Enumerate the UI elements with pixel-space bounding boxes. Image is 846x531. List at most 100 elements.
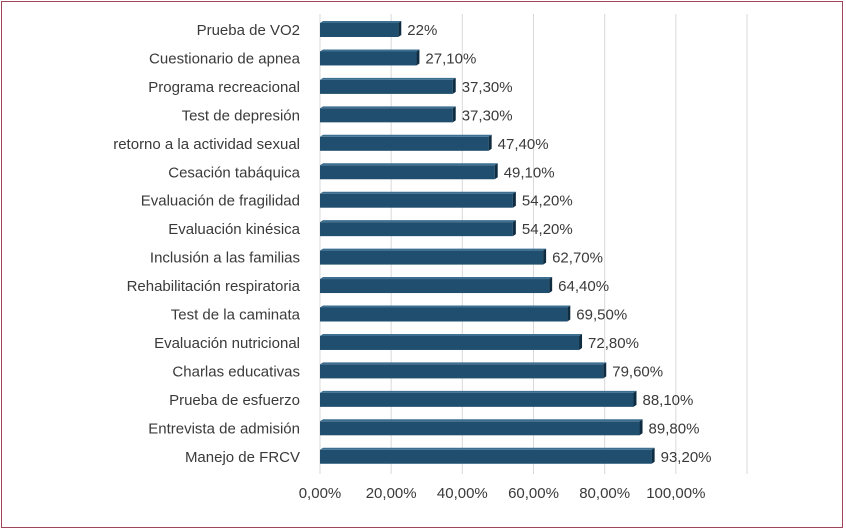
category-label: Prueba de esfuerzo [169,392,300,409]
value-label: 37,30% [462,107,513,124]
bar-face [320,165,495,180]
bar-face [320,108,453,123]
value-label: 79,60% [612,363,663,380]
bar-face [320,79,453,94]
bar-face [320,335,580,350]
x-axis-ticks: 0,00% 20,00% 40,00% 60,00% 80,00% 100,00% [299,485,706,502]
bar [320,419,643,436]
bar [320,362,607,379]
bar [320,191,516,208]
bar-face [320,193,513,208]
x-tick-label: 100,00% [646,485,705,502]
value-label: 89,80% [649,420,700,437]
bar [320,163,498,180]
category-label: Cesación tabáquica [168,164,300,181]
bar [320,106,456,123]
bar-top [320,220,516,223]
bar-face [320,250,544,265]
bar-top [320,362,607,365]
category-label: Programa recreacional [148,79,300,96]
bar-top [320,248,547,251]
bar-side [579,333,583,350]
value-label: 54,20% [522,193,573,210]
bar-top [320,390,637,393]
bar-side [512,220,516,237]
bar-side [416,49,420,66]
value-labels: 22% 27,10% 37,30% 37,30% 47,40% 49,10% 54,20% 5… [407,22,711,466]
bar [320,390,637,407]
bar [320,277,553,294]
bar-top [320,21,402,23]
bar-top [320,333,583,336]
category-label: Evaluación kinésica [168,221,300,238]
bar-top [320,277,553,280]
category-label: Cuestionario de apnea [149,50,301,67]
bar-side [452,77,456,94]
bar-face [320,51,417,66]
x-tick-label: 40,00% [437,485,488,502]
bar-side [494,163,498,180]
bar-side [452,106,456,123]
bar-top [320,134,492,137]
value-label: 27,10% [425,50,476,67]
bar-face [320,279,550,294]
bars [320,21,655,464]
value-label: 37,30% [462,79,513,96]
bar-face [320,392,634,407]
bar-side [398,21,402,37]
x-tick-label: 60,00% [508,485,559,502]
bar-top [320,419,643,422]
category-label: Entrevista de admisión [148,420,300,437]
bar-top [320,191,516,194]
bar-side [603,362,607,379]
x-tick-label: 80,00% [579,485,630,502]
bar-face [320,222,513,237]
value-label: 93,20% [661,449,712,466]
category-label: Inclusión a las familias [150,250,300,267]
bar-side [488,134,492,151]
value-label: 49,10% [504,164,555,181]
value-label: 62,70% [552,250,603,267]
bar [320,77,456,94]
x-tick-label: 20,00% [366,485,417,502]
bar-side [549,277,553,294]
bar-side [633,390,637,407]
category-label: retorno a la actividad sexual [113,136,300,153]
bar-face [320,136,489,151]
category-label: Charlas educativas [172,363,300,380]
bar-side [543,248,547,265]
x-tick-label: 0,00% [299,485,342,502]
bar-top [320,163,498,166]
bar [320,447,655,464]
bar-face [320,421,640,436]
value-label: 72,80% [588,335,639,352]
bar [320,220,516,237]
category-label: Test de depresión [182,107,300,124]
bar-top [320,305,571,308]
bar-side [639,419,643,436]
bar-face [320,23,399,37]
value-label: 54,20% [522,221,573,238]
bar-face [320,307,568,322]
bar [320,248,547,265]
category-label: Prueba de VO2 [197,22,300,39]
bar [320,21,402,37]
value-label: 47,40% [498,136,549,153]
category-label: Manejo de FRCV [185,449,300,466]
bar [320,134,492,151]
bar [320,49,420,66]
category-label: Evaluación nutricional [154,335,300,352]
bar-top [320,49,420,52]
bar [320,333,583,350]
category-label: Rehabilitación respiratoria [127,278,301,295]
bar-face [320,364,604,379]
bar-face [320,449,652,464]
value-label: 88,10% [642,392,693,409]
bar-top [320,106,456,109]
bar-side [651,447,655,464]
bar-side [512,191,516,208]
value-label: 69,50% [576,307,627,324]
category-label: Evaluación de fragilidad [141,193,300,210]
category-labels: Prueba de VO2 Cuestionario de apnea Progra… [113,22,300,466]
